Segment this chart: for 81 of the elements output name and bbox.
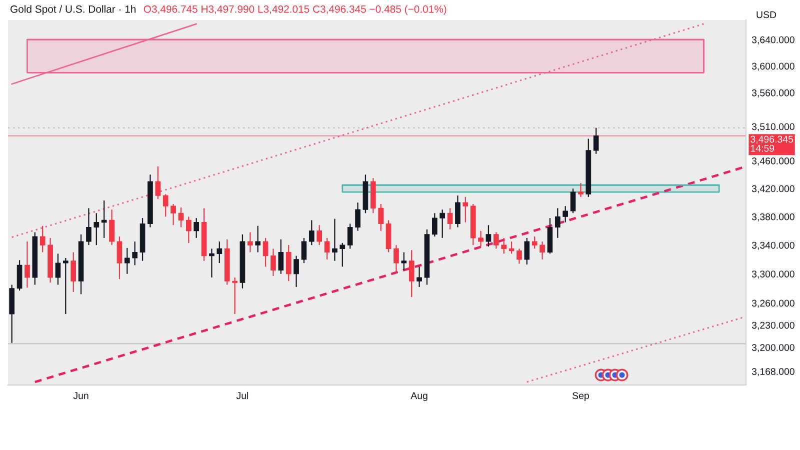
- candlestick: [132, 240, 138, 266]
- candlestick: [16, 260, 22, 292]
- y-tick-label: 3,510.000: [752, 123, 794, 132]
- candlestick: [116, 236, 122, 280]
- candlestick: [162, 194, 168, 218]
- candlestick: [540, 240, 545, 260]
- candlestick: [516, 248, 522, 264]
- candlestick: [524, 237, 530, 266]
- candlestick: [440, 209, 446, 238]
- candlestick: [232, 276, 238, 315]
- candlestick: [124, 247, 130, 274]
- candlestick: [70, 252, 76, 293]
- y-tick-label: 3,640.000: [752, 36, 794, 44]
- y-axis-title: USD: [756, 11, 776, 18]
- ref-line-label: 3,496.345 14:59: [750, 136, 794, 152]
- candlestick: [194, 218, 200, 238]
- y-tick-label: 3,200.000: [752, 344, 794, 352]
- candlestick: [262, 237, 268, 268]
- y-tick-label: 3,340.000: [752, 242, 794, 250]
- chart-title: Gold Spot / U.S. Dollar · 1h: [10, 5, 136, 15]
- y-tick-label: 3,600.000: [752, 62, 794, 71]
- candlestick: [55, 253, 61, 286]
- candlestick: [155, 166, 161, 200]
- candlestick: [347, 223, 353, 250]
- candlestick: [408, 250, 414, 298]
- candlestick: [94, 212, 100, 246]
- y-tick-label: 3,420.000: [752, 185, 794, 194]
- candlestick: [286, 244, 292, 282]
- x-tick-label: Jul: [236, 392, 248, 400]
- candlestick: [308, 220, 314, 246]
- x-tick-label: Jun: [73, 392, 88, 400]
- candlestick: [478, 230, 484, 248]
- candlestick: [447, 208, 453, 230]
- y-tick-label: 3,460.000: [752, 157, 794, 166]
- candlestick: [209, 248, 214, 278]
- y-tick-label: 3,300.000: [752, 270, 794, 279]
- candlestick: [562, 206, 568, 223]
- candlestick: [432, 212, 438, 238]
- candlestick: [554, 208, 560, 238]
- candlestick: [486, 224, 492, 248]
- candlestick: [401, 252, 407, 271]
- y-tick-label: 3,168.000: [752, 368, 794, 376]
- candlestick: [355, 202, 360, 232]
- candlestick: [394, 244, 399, 273]
- candlestick: [101, 200, 107, 238]
- y-tick-label: 3,260.000: [752, 300, 794, 308]
- candlestick: [86, 208, 92, 246]
- chart-subtitle: O3,496.745 H3,497.990 L3,492.015 C3,496.345 −0.485 (−0.01%): [144, 5, 446, 15]
- candlestick: [40, 225, 46, 253]
- candlestick: [170, 203, 176, 226]
- candlestick: [216, 240, 222, 264]
- candlestick: [332, 218, 338, 262]
- candlestick: [247, 232, 253, 253]
- candlestick: [340, 242, 346, 268]
- candlestick: [316, 224, 322, 246]
- candlestick: [278, 238, 284, 274]
- y-tick-label: 3,560.000: [752, 89, 794, 98]
- candlestick: [462, 196, 468, 223]
- candlestick: [178, 206, 184, 228]
- candlestick: [416, 266, 422, 288]
- candlestick: [493, 232, 499, 250]
- candlestick: [270, 248, 276, 277]
- candlestick: [186, 216, 192, 244]
- x-tick-label: Sep: [572, 392, 589, 402]
- candlestick: [109, 209, 114, 246]
- candlestick: [532, 236, 538, 250]
- candlestick: [501, 237, 507, 254]
- x-tick-label: Aug: [410, 392, 428, 402]
- candlestick: [294, 255, 299, 288]
- candlestick: [301, 237, 307, 264]
- candlestick: [378, 203, 384, 232]
- y-tick-label: 3,230.000: [752, 322, 794, 330]
- candlestick: [62, 257, 68, 315]
- candlestick: [324, 237, 330, 260]
- y-tick-label: 3,380.000: [752, 213, 794, 222]
- candlestick: [24, 240, 30, 288]
- candlestick: [255, 225, 261, 253]
- candlestick: [578, 182, 584, 198]
- candlestick: [593, 127, 599, 154]
- candlestick: [570, 188, 576, 214]
- candlestick: [455, 194, 460, 228]
